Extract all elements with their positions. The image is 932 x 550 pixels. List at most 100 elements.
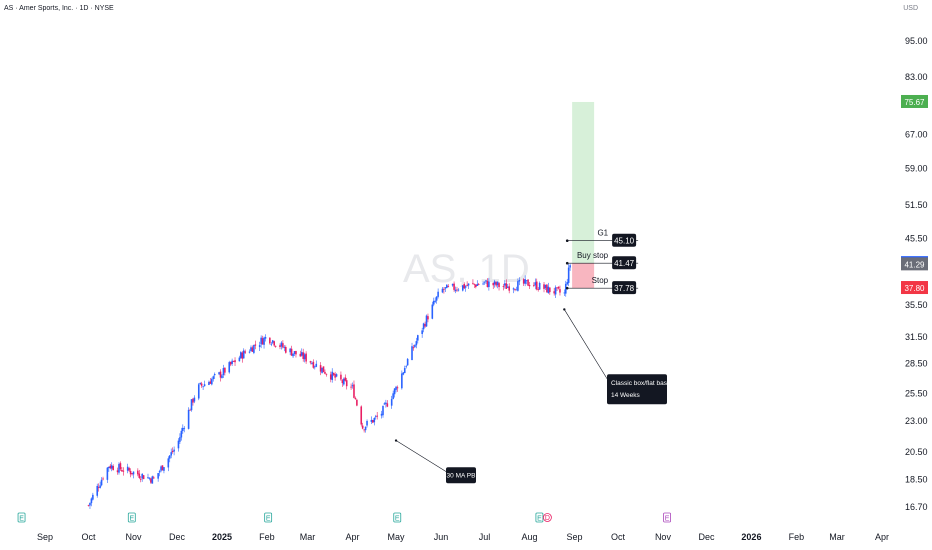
candle-body <box>119 463 122 470</box>
price-tag-last: 41.29 <box>901 257 928 271</box>
candle <box>363 429 365 433</box>
candle <box>309 360 312 365</box>
candle-body <box>403 368 406 374</box>
candle <box>90 497 93 507</box>
candles-layer <box>87 263 571 510</box>
event-markers: E E E E E ED <box>17 512 671 523</box>
candle-body <box>192 398 194 403</box>
candle <box>170 448 173 459</box>
candle-body <box>228 362 231 373</box>
candle <box>121 467 123 472</box>
level-g1[interactable]: G1 45.10 <box>565 229 639 247</box>
candle <box>116 467 119 475</box>
candle <box>446 284 448 289</box>
candle <box>396 385 399 392</box>
base-note[interactable]: Classic box/flat base 14 Weeks <box>563 308 671 405</box>
level-stop[interactable]: Stop 37.78 <box>565 276 639 295</box>
time-tick-label: May <box>388 532 406 542</box>
candle <box>374 414 377 420</box>
candle <box>515 286 518 291</box>
price-tick-label: 20.50 <box>905 447 928 457</box>
level-anchor <box>565 261 569 265</box>
price-tick-label: 35.50 <box>905 300 928 310</box>
candle <box>203 380 206 387</box>
candle-body <box>454 289 457 292</box>
candle <box>557 286 560 290</box>
candle <box>517 278 519 292</box>
candle <box>467 283 470 290</box>
candle <box>514 288 516 292</box>
candle <box>110 462 113 472</box>
earnings-marker[interactable]: E <box>393 512 402 523</box>
candle-body <box>344 377 347 381</box>
candle <box>543 281 545 293</box>
candle <box>464 285 467 292</box>
dividend-marker[interactable]: D <box>543 513 552 523</box>
earnings-marker[interactable]: E <box>535 512 544 523</box>
candle <box>477 282 480 286</box>
earnings-marker[interactable]: E <box>17 512 26 523</box>
candle <box>528 281 531 290</box>
candle <box>139 476 142 483</box>
ma-pullback-note[interactable]: 30 MA PB <box>394 439 476 484</box>
candle <box>447 284 450 288</box>
candle <box>341 378 344 387</box>
target-zone <box>572 101 595 264</box>
candle <box>241 351 244 363</box>
candle <box>109 463 112 470</box>
candle <box>177 438 180 452</box>
earnings-marker[interactable]: E <box>264 512 273 523</box>
candle <box>180 427 183 441</box>
candle-body <box>87 505 90 507</box>
earnings-letter: E <box>266 516 271 523</box>
candle <box>212 375 215 382</box>
candle-body <box>444 287 447 289</box>
candle <box>208 380 210 386</box>
candle <box>325 373 328 377</box>
candle <box>221 374 223 379</box>
earnings-marker[interactable]: E <box>663 512 671 523</box>
candle-body <box>386 403 389 407</box>
candle-body <box>280 342 283 347</box>
candle-body <box>361 425 364 429</box>
candle-body <box>524 279 526 284</box>
candle-body <box>141 473 143 479</box>
candle <box>248 349 251 354</box>
candle <box>496 281 499 289</box>
candle <box>279 343 281 350</box>
level-buy-stop[interactable]: Buy stop 41.47 <box>565 251 639 270</box>
candle-body <box>477 283 480 285</box>
candle-body <box>506 286 509 288</box>
time-tick-label: Oct <box>82 532 97 542</box>
candle <box>569 263 571 271</box>
candle-body <box>142 475 145 480</box>
callout-anchor <box>394 439 398 442</box>
candle <box>112 464 114 471</box>
price-tick-label: 18.50 <box>905 475 928 485</box>
candle-body <box>203 384 206 387</box>
callout-line <box>395 440 453 476</box>
time-tick-label: Feb <box>789 532 805 542</box>
candle-body <box>138 473 141 478</box>
candle <box>224 367 226 376</box>
candle-body <box>534 282 537 286</box>
candle <box>271 339 274 345</box>
candle <box>380 410 383 419</box>
candle <box>382 405 384 418</box>
candle-body <box>549 287 551 293</box>
candle-body <box>312 361 315 368</box>
earnings-marker[interactable]: E <box>127 512 136 523</box>
candle-body <box>451 283 454 286</box>
candle-body <box>472 282 474 284</box>
candle <box>538 281 541 290</box>
candle-body <box>303 354 306 360</box>
candle <box>283 345 286 352</box>
candle-body <box>197 384 200 399</box>
candle <box>150 477 152 484</box>
candle <box>242 348 245 359</box>
candle-body <box>373 417 376 423</box>
candle-body <box>187 409 190 429</box>
candle-body <box>250 347 252 352</box>
